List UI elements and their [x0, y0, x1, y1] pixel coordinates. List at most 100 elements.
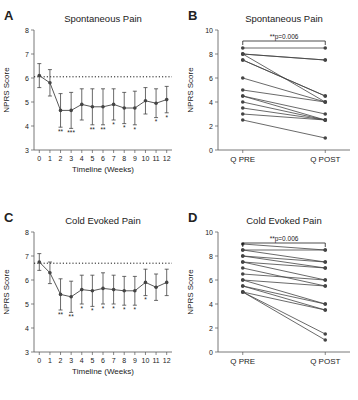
line — [39, 76, 166, 111]
significance-label: * — [91, 307, 94, 314]
error-bar-cap — [154, 300, 158, 301]
x-tick-label: 0 — [37, 357, 41, 364]
error-bar-cap — [143, 269, 147, 270]
point — [241, 76, 245, 80]
error-bar-cap — [69, 281, 73, 282]
x-tick — [103, 352, 104, 355]
x-tick-label: 5 — [90, 155, 94, 162]
significance-label: ** — [90, 126, 96, 133]
point — [165, 281, 169, 285]
error-bar-cap — [122, 92, 126, 93]
point — [241, 284, 245, 288]
error-bar — [48, 262, 52, 284]
error-bar-cap — [48, 69, 52, 70]
error-bar — [133, 91, 137, 125]
error-bar — [122, 276, 126, 305]
point — [323, 46, 327, 50]
error-bar — [112, 275, 116, 304]
y-tick — [31, 102, 34, 103]
y-tick — [31, 54, 34, 55]
point — [133, 289, 137, 293]
y-tick — [215, 30, 218, 31]
error-bar-cap — [80, 275, 84, 276]
error-bar — [165, 269, 169, 295]
x-tick — [49, 150, 50, 153]
error-bar-cap — [69, 92, 73, 93]
error-bar-cap — [59, 278, 63, 279]
point — [59, 293, 63, 297]
y-tick-label: 7 — [25, 253, 29, 260]
point — [69, 109, 73, 113]
error-bar — [154, 274, 158, 300]
y-tick-label: 4 — [209, 99, 213, 106]
x-tick — [92, 352, 93, 355]
point — [323, 118, 327, 122]
error-bar-cap — [101, 272, 105, 273]
x-tick — [60, 150, 61, 153]
subject-line — [243, 274, 326, 280]
point — [323, 302, 327, 306]
x-tick — [156, 352, 157, 355]
x-tick — [71, 150, 72, 153]
error-bar-cap — [80, 88, 84, 89]
subject-line — [243, 256, 326, 262]
error-bar-cap — [80, 120, 84, 121]
x-tick — [134, 352, 135, 355]
error-bar-cap — [112, 275, 116, 276]
x-tick-label: 1 — [48, 357, 52, 364]
point — [241, 112, 245, 116]
y-tick — [215, 102, 218, 103]
subject-line — [243, 292, 326, 334]
point — [241, 94, 245, 98]
y-tick — [215, 78, 218, 79]
subject-line — [243, 54, 326, 102]
point — [241, 88, 245, 92]
y-tick — [31, 232, 34, 233]
point — [323, 260, 327, 264]
point — [241, 52, 245, 56]
error-bar — [59, 94, 63, 128]
point — [323, 332, 327, 336]
panel: 0246810Spontaneous PainBNPRS ScoreQ PREQ… — [186, 8, 350, 164]
error-bar — [143, 269, 147, 295]
y-tick — [31, 256, 34, 257]
x-tick — [242, 352, 243, 355]
subject-line — [243, 250, 326, 262]
significance-bracket — [243, 243, 326, 247]
y-tick-label: 5 — [25, 301, 29, 308]
x-tick — [60, 352, 61, 355]
point — [241, 290, 245, 294]
x-tick — [325, 352, 326, 355]
x-tick-label: 12 — [163, 357, 171, 364]
y-tick — [215, 304, 218, 305]
point — [241, 290, 245, 294]
error-bar — [48, 70, 52, 96]
significance-bracket — [243, 41, 326, 45]
error-bar — [143, 88, 147, 114]
y-tick-label: 8 — [209, 253, 213, 260]
y-tick-label: 6 — [209, 277, 213, 284]
panel: 345678Cold Evoked PainCNPRS Score0123456… — [2, 210, 172, 376]
significance-label: * — [81, 305, 84, 312]
point — [241, 58, 245, 62]
x-tick-label: 4 — [80, 155, 84, 162]
y-tick-label: 6 — [209, 75, 213, 82]
error-bar — [101, 273, 105, 304]
point — [38, 74, 42, 78]
y-tick — [31, 150, 34, 151]
point — [241, 278, 245, 282]
reference-line — [34, 76, 172, 77]
x-tick — [113, 150, 114, 153]
panel-label: B — [188, 8, 197, 23]
x-tick — [81, 150, 82, 153]
y-tick-label: 8 — [25, 27, 29, 34]
x-tick — [242, 150, 243, 153]
error-bar-cap — [165, 295, 169, 296]
x-tick-label: 1 — [48, 155, 52, 162]
x-tick — [156, 150, 157, 153]
point — [323, 260, 327, 264]
point — [323, 284, 327, 288]
error-bar — [59, 279, 63, 310]
y-axis — [218, 232, 219, 352]
title: Spontaneous Pain — [64, 13, 142, 24]
